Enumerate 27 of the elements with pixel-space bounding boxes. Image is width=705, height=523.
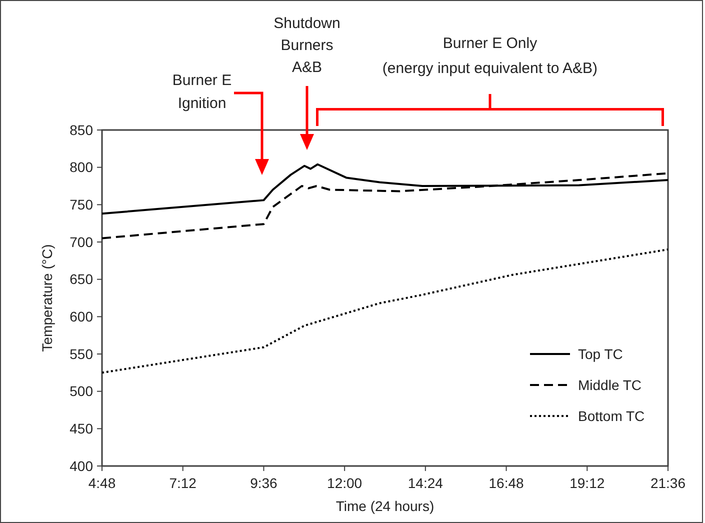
- x-tick-label: 12:00: [327, 475, 362, 491]
- legend-label: Bottom TC: [578, 408, 645, 424]
- y-tick-label: 800: [70, 159, 94, 176]
- text: Shutdown Burners A&B: [274, 15, 340, 76]
- y-tick-label: 850: [70, 122, 94, 138]
- y-tick-label: 650: [70, 271, 94, 288]
- text: Burner E Only (energy input equivalent to A&B): [382, 35, 598, 77]
- y-tick-label: 700: [70, 234, 94, 250]
- y-tick-label: 750: [70, 196, 94, 213]
- x-tick-label: 7:12: [169, 475, 197, 491]
- y-tick-label: 500: [70, 383, 94, 400]
- line-series: [101, 248, 669, 374]
- x-axis-title: Time (24 hours): [336, 498, 434, 514]
- y-tick-label: 400: [70, 458, 94, 474]
- x-tick-label: 21:36: [650, 475, 686, 491]
- x-tick-label: 16:48: [488, 475, 524, 491]
- legend-label: Middle TC: [578, 376, 642, 393]
- x-tick-label: 9:36: [250, 475, 278, 491]
- x-tick-label: 4:48: [88, 475, 116, 491]
- x-tick-label: 19:12: [570, 475, 605, 491]
- y-tick-label: 450: [70, 420, 94, 437]
- text: Burner E Ignition: [172, 72, 232, 112]
- y-axis-title: Temperature (°C): [39, 244, 55, 352]
- x-tick-label: 14:24: [408, 475, 444, 491]
- legend-label: Top TC: [578, 346, 623, 362]
- y-tick-label: 550: [70, 346, 94, 362]
- y-tick-label: 600: [70, 308, 94, 325]
